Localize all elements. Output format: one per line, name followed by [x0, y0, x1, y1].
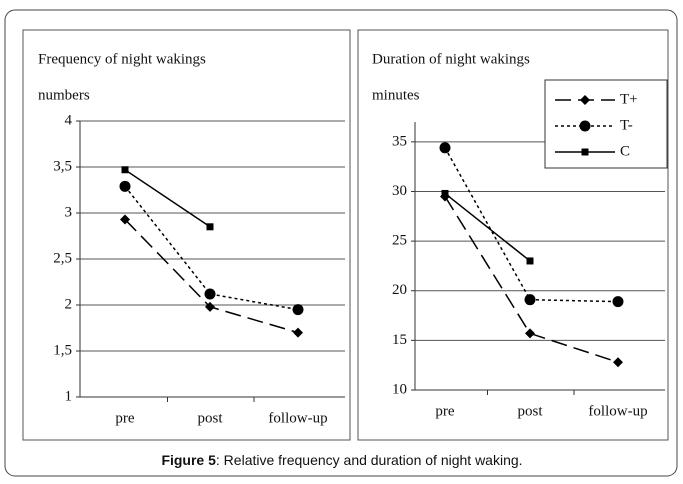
y-axis-label: numbers	[38, 87, 90, 103]
marker	[292, 304, 304, 316]
y-tick-label: 4	[65, 112, 73, 128]
marker	[120, 214, 130, 225]
y-tick-label: 25	[392, 233, 407, 249]
x-tick-label: pre	[435, 403, 454, 419]
marker	[580, 95, 590, 105]
marker	[439, 142, 451, 154]
chart-title: Frequency of night wakings	[38, 51, 206, 67]
marker	[204, 288, 216, 300]
legend-box	[544, 79, 668, 169]
y-tick-label: 2,5	[53, 250, 72, 266]
y-tick-label: 1,5	[53, 342, 72, 358]
marker	[121, 166, 129, 174]
marker	[205, 301, 215, 312]
caption: Figure 5: Relative frequency and duratio…	[161, 452, 522, 468]
y-tick-label: 20	[392, 282, 407, 298]
legend-label: T+	[620, 91, 638, 107]
marker	[612, 296, 624, 308]
y-tick-label: 35	[392, 133, 407, 149]
marker	[581, 148, 589, 156]
x-tick-label: follow-up	[588, 403, 647, 419]
caption-label: Figure 5	[161, 452, 216, 468]
x-tick-label: post	[517, 403, 543, 419]
legend-label: T-	[620, 117, 633, 133]
y-tick-label: 3,5	[53, 158, 72, 174]
caption-text: : Relative frequency and duration of nig…	[216, 452, 523, 468]
series-line	[444, 192, 531, 262]
x-tick-label: pre	[115, 410, 134, 426]
marker	[613, 357, 623, 368]
y-tick-label: 3	[65, 204, 73, 220]
marker	[526, 257, 534, 265]
marker	[119, 180, 131, 192]
x-tick-label: post	[197, 410, 223, 426]
y-tick-label: 15	[392, 332, 407, 348]
y-tick-label: 1	[65, 388, 73, 404]
chart-title: Duration of night wakings	[372, 51, 530, 67]
series-line	[124, 169, 211, 228]
y-tick-label: 10	[392, 381, 407, 397]
marker	[579, 120, 591, 132]
y-tick-label: 30	[392, 183, 407, 199]
legend-label: C	[620, 143, 630, 159]
marker	[525, 328, 535, 339]
panel-border	[357, 29, 669, 441]
marker	[206, 223, 214, 231]
panel-border	[22, 29, 351, 441]
marker	[293, 327, 303, 338]
y-tick-label: 2	[65, 296, 73, 312]
y-axis-label: minutes	[372, 87, 420, 103]
x-tick-label: follow-up	[268, 410, 327, 426]
figure-border	[4, 9, 678, 477]
marker	[441, 189, 449, 197]
marker	[524, 294, 536, 306]
